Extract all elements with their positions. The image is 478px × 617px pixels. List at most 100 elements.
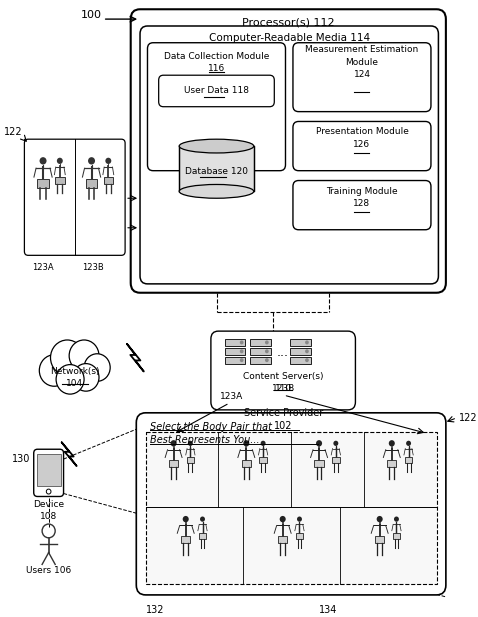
Bar [225,357,245,363]
FancyBboxPatch shape [148,43,285,171]
Bar [392,533,400,539]
Circle shape [394,516,399,522]
Circle shape [56,365,84,394]
Text: 116: 116 [208,64,225,73]
Text: 123A: 123A [32,263,54,272]
Text: 123B: 123B [272,384,295,393]
Text: Data Collection Module: Data Collection Module [164,52,269,61]
Text: Processor(s) 112: Processor(s) 112 [242,17,335,27]
Circle shape [171,440,176,447]
FancyBboxPatch shape [293,43,431,112]
Circle shape [280,516,286,523]
Text: Best Represents You...: Best Represents You... [150,436,260,445]
Bar [315,460,324,468]
Ellipse shape [43,354,107,387]
Circle shape [265,358,269,362]
FancyBboxPatch shape [293,122,431,171]
Circle shape [240,341,243,344]
Text: Network(s)
104: Network(s) 104 [50,367,99,388]
Text: 130: 130 [11,454,30,464]
Text: User Data 118: User Data 118 [184,86,249,96]
Text: Content Server(s)
110: Content Server(s) 110 [243,372,324,392]
Text: 122: 122 [4,127,22,137]
FancyBboxPatch shape [24,139,125,255]
Text: 123A: 123A [220,392,243,401]
Text: 100: 100 [80,10,101,20]
Bar [259,457,267,463]
Circle shape [88,157,95,165]
Text: 134: 134 [319,605,337,615]
Bar [36,454,61,486]
Text: Device
108: Device 108 [33,500,64,521]
FancyBboxPatch shape [159,75,274,107]
Circle shape [200,516,205,522]
Text: Select the Body Pair that: Select the Body Pair that [150,421,272,432]
Bar [186,457,194,463]
Circle shape [84,354,110,381]
Bar [375,536,384,543]
Bar [146,431,436,584]
Text: ...: ... [276,346,288,359]
Circle shape [51,340,84,375]
Circle shape [39,355,69,386]
Circle shape [105,158,111,164]
Text: Computer-Readable Media 114: Computer-Readable Media 114 [209,33,370,43]
Ellipse shape [179,139,254,153]
Bar [179,146,254,191]
FancyBboxPatch shape [34,449,64,497]
Circle shape [316,440,322,447]
Text: Service Provider
102: Service Provider 102 [243,408,323,431]
Circle shape [188,441,193,446]
Bar [332,457,340,463]
Bar [290,348,311,355]
Text: Measurement Estimation
Module
124: Measurement Estimation Module 124 [305,46,419,80]
Bar [225,339,245,346]
Text: Presentation Module
126: Presentation Module 126 [315,128,408,149]
Circle shape [57,158,63,164]
FancyBboxPatch shape [211,331,356,410]
Bar [104,176,113,184]
Circle shape [389,440,395,447]
Text: Users 106: Users 106 [26,566,71,575]
Circle shape [305,358,309,362]
Text: 122: 122 [459,413,478,423]
Text: 132: 132 [146,605,164,615]
Bar [405,457,413,463]
Circle shape [73,363,99,391]
Circle shape [406,441,411,446]
Bar [278,536,287,543]
Circle shape [240,349,243,354]
Circle shape [261,441,266,446]
Bar [290,339,311,346]
Text: Training Module
128: Training Module 128 [326,186,398,208]
Circle shape [305,349,309,354]
Ellipse shape [179,184,254,198]
Circle shape [40,157,46,165]
FancyBboxPatch shape [140,26,438,284]
FancyBboxPatch shape [130,9,446,292]
Circle shape [333,441,338,446]
Circle shape [240,358,243,362]
Text: Database 120: Database 120 [185,167,248,176]
Bar [169,460,178,468]
Circle shape [305,341,309,344]
Bar [37,180,49,188]
FancyBboxPatch shape [293,181,431,230]
Bar [387,460,396,468]
Bar [225,348,245,355]
Circle shape [265,341,269,344]
FancyBboxPatch shape [136,413,446,595]
Circle shape [243,440,250,447]
Circle shape [297,516,302,522]
Circle shape [265,349,269,354]
Bar [250,339,271,346]
Circle shape [377,516,383,523]
Bar [199,533,206,539]
Bar [241,460,251,468]
Bar [181,536,190,543]
Circle shape [69,340,99,371]
Bar [295,533,304,539]
Bar [250,357,271,363]
Bar [86,180,97,188]
Text: 123B: 123B [82,263,104,272]
